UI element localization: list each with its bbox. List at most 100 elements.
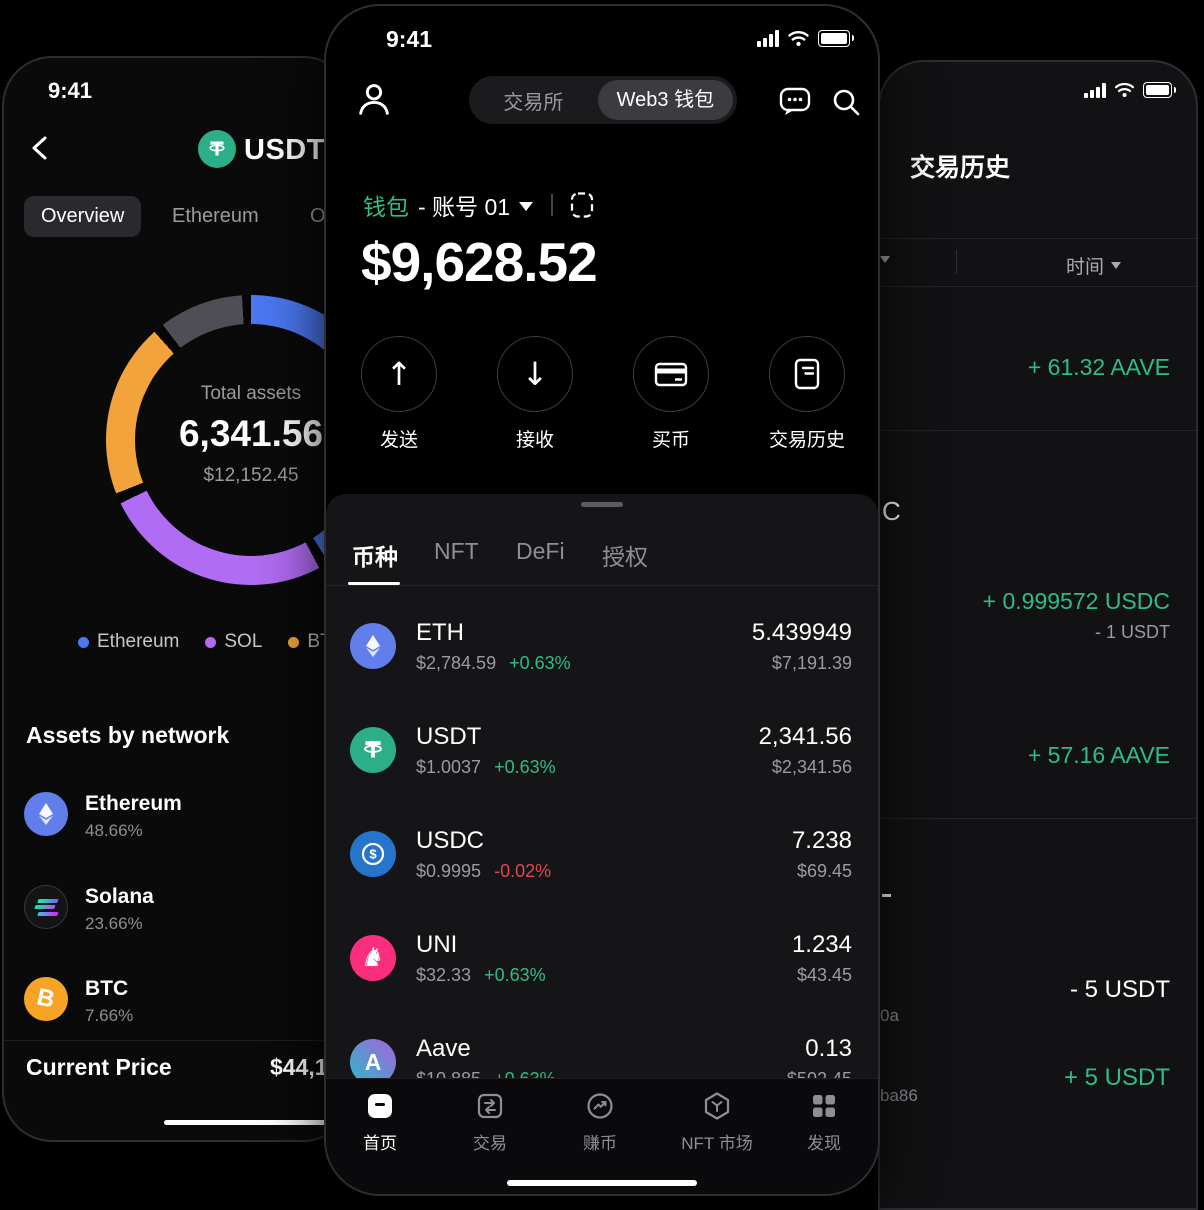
- nav-item-earn[interactable]: 赚币: [560, 1091, 640, 1154]
- action-receive[interactable]: ↓ 接收: [485, 336, 585, 452]
- btc-network-icon: B: [24, 977, 68, 1021]
- donut-center-fiat: $12,152.45: [203, 465, 299, 486]
- coin-row-usdc[interactable]: $ USDC $0.9995 -0.02% 7.238 $69.45: [326, 802, 878, 906]
- nav-label: 首页: [363, 1134, 397, 1153]
- nav-label: 发现: [807, 1134, 841, 1153]
- tx-row[interactable]: + 61.32 AAVE: [880, 354, 1170, 381]
- right-phone: 交易历史 时间 + 61.32 AAVE C + 0.999572 USDC -…: [878, 60, 1198, 1210]
- action-history[interactable]: 交易历史: [757, 336, 857, 452]
- chat-button[interactable]: [778, 84, 812, 118]
- nav-item-home[interactable]: 首页: [340, 1091, 420, 1154]
- tab-overview[interactable]: Overview: [24, 196, 142, 237]
- drag-handle[interactable]: [581, 502, 623, 507]
- nav-item-trade[interactable]: 交易: [450, 1091, 530, 1154]
- network-row-ethereum[interactable]: Ethereum 48.66%: [24, 792, 182, 841]
- legend-label: SOL: [224, 631, 263, 652]
- tx-row[interactable]: - 5 USDT: [880, 976, 1170, 1004]
- network-pct: 23.66%: [85, 914, 143, 933]
- legend-dot-btc: [288, 636, 300, 648]
- home-indicator: [507, 1180, 697, 1186]
- tx-amount: + 61.32 AAVE: [1027, 354, 1170, 380]
- tab-web3-wallet[interactable]: Web3 钱包: [597, 80, 733, 120]
- scan-icon: [570, 192, 593, 218]
- usdc-coin-icon: $: [350, 831, 396, 877]
- battery-icon: [818, 30, 854, 47]
- scan-button[interactable]: [569, 191, 595, 219]
- discover-grid-icon: [813, 1095, 835, 1117]
- wallet-selector[interactable]: 钱包 - 账号 01: [363, 188, 595, 222]
- legend-item-sol: SOL: [205, 631, 262, 653]
- nav-label: 交易: [473, 1134, 507, 1153]
- profile-button[interactable]: [354, 80, 394, 120]
- solana-bar: [36, 898, 59, 903]
- arrow-up-icon: ↑: [385, 355, 413, 393]
- tx-row[interactable]: + 57.16 AAVE: [880, 742, 1170, 769]
- coin-row-usdt[interactable]: USDT $1.0037 +0.63% 2,341.56 $2,341.56: [326, 698, 878, 802]
- section-title: Assets by network: [26, 722, 230, 748]
- sheet-tab-coins[interactable]: 币种: [352, 544, 398, 570]
- network-texts: Solana 23.66%: [85, 885, 154, 934]
- network-texts: Ethereum 48.66%: [85, 792, 182, 841]
- svg-text:$: $: [369, 847, 377, 862]
- tab-third-partial[interactable]: O: [310, 205, 326, 227]
- tab-exchange[interactable]: 交易所: [503, 91, 564, 114]
- coin-amount: 7.238: [791, 826, 852, 854]
- sheet-tab-nft[interactable]: NFT: [434, 538, 479, 564]
- back-button[interactable]: [26, 132, 56, 164]
- coin-symbol: Aave: [416, 1034, 471, 1062]
- status-icons: [757, 30, 854, 47]
- arrow-down-icon: ↓: [521, 355, 549, 393]
- person-icon: [359, 84, 389, 115]
- coin-price: $1.0037: [416, 756, 482, 777]
- filter-left-partial-caret[interactable]: [880, 256, 890, 263]
- divider: [880, 818, 1196, 819]
- back-chevron-icon: [32, 136, 47, 160]
- network-row-solana[interactable]: Solana 23.66%: [24, 885, 154, 934]
- tx-row[interactable]: + 5 USDT: [880, 1064, 1170, 1092]
- total-balance: $9,628.52: [361, 231, 598, 293]
- center-phone: 9:41 交易所 Web3 钱包: [324, 4, 880, 1196]
- action-send[interactable]: ↑ 发送: [349, 336, 449, 452]
- network-name: Solana: [85, 885, 154, 908]
- history-doc-icon: [794, 358, 820, 390]
- assets-sheet: 币种 NFT DeFi 授权 ETH $2,784.59 +0.63% 5.: [326, 494, 878, 1194]
- home-icon: [368, 1094, 392, 1118]
- network-row-btc[interactable]: B BTC 7.66%: [24, 977, 133, 1026]
- action-label: 交易历史: [768, 430, 845, 451]
- legend-dot-sol: [205, 636, 217, 648]
- tx-amount: + 5 USDT: [1063, 1064, 1170, 1091]
- ethereum-network-icon: [24, 792, 68, 836]
- nav-item-nft-market[interactable]: NFT 市场: [662, 1091, 772, 1154]
- sheet-tab-defi[interactable]: DeFi: [516, 538, 565, 564]
- tx-amount: - 5 USDT: [1069, 976, 1170, 1003]
- coin-row-uni[interactable]: ♞ UNI $32.33 +0.63% 1.234 $43.45: [326, 906, 878, 1010]
- tx-address-partial: 0a: [880, 1006, 899, 1025]
- tab-ethereum[interactable]: Ethereum: [172, 205, 259, 227]
- current-price-label: Current Price: [26, 1054, 172, 1080]
- action-buy[interactable]: 买币: [621, 336, 721, 452]
- coin-amount: 5.439949: [751, 618, 852, 646]
- coin-fiat: $2,341.56: [771, 756, 852, 777]
- bottom-nav: 首页 交易 赚币 NFT 市场: [326, 1078, 878, 1194]
- coin-fiat: $43.45: [796, 964, 852, 985]
- search-button[interactable]: [830, 86, 862, 118]
- filter-time[interactable]: 时间: [1066, 252, 1122, 279]
- coin-price: $2,784.59: [416, 652, 497, 673]
- coin-symbol: UNI: [416, 930, 458, 958]
- nav-item-discover[interactable]: 发现: [784, 1091, 864, 1154]
- chevron-down-icon: [1111, 262, 1122, 269]
- sheet-tab-auth[interactable]: 授权: [602, 544, 648, 570]
- signal-icon: [757, 30, 779, 47]
- coin-symbol: USDT: [416, 722, 482, 750]
- coin-amount: 1.234: [791, 930, 852, 958]
- coin-row-eth[interactable]: ETH $2,784.59 +0.63% 5.439949 $7,191.39: [326, 594, 878, 698]
- network-name: Ethereum: [85, 792, 182, 815]
- coin-amount: 2,341.56: [758, 722, 852, 750]
- coin-fiat: $7,191.39: [771, 652, 852, 673]
- tx-sub-amount: - 1 USDT: [1094, 622, 1170, 642]
- segmented-control: 交易所 Web3 钱包: [469, 76, 737, 124]
- tx-row[interactable]: + 0.999572 USDC - 1 USDT: [880, 588, 1170, 643]
- status-time: 9:41: [48, 78, 93, 103]
- vertical-divider: [551, 194, 553, 216]
